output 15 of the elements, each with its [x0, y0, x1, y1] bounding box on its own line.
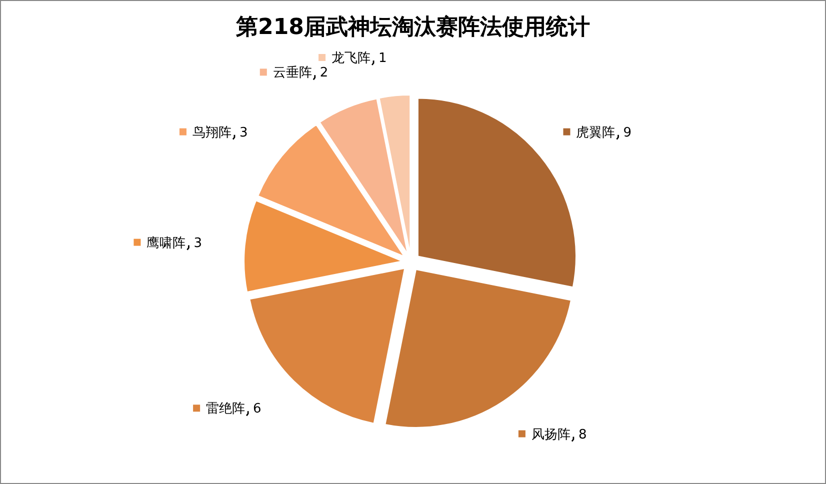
data-label: 3 — [239, 125, 248, 140]
legend-label: 风扬阵 — [531, 427, 570, 442]
data-label: 3 — [194, 236, 202, 251]
legend-label: 鹰啸阵 — [146, 236, 186, 251]
chart-title: 第218届武神坛淘汰赛阵法使用统计 — [235, 14, 590, 40]
data-label: 8 — [578, 427, 587, 442]
legend-label: 雷绝阵 — [206, 402, 246, 417]
legend-label: 鸟翔阵 — [192, 125, 232, 140]
data-label: 2 — [320, 66, 328, 81]
data-label: 9 — [623, 125, 632, 140]
legend-label: 虎翼阵 — [576, 125, 616, 140]
legend-label: 云垂阵 — [272, 66, 312, 81]
data-label: 1 — [378, 50, 387, 66]
data-label: 6 — [253, 402, 262, 417]
legend-label: 龙飞阵 — [332, 50, 371, 66]
